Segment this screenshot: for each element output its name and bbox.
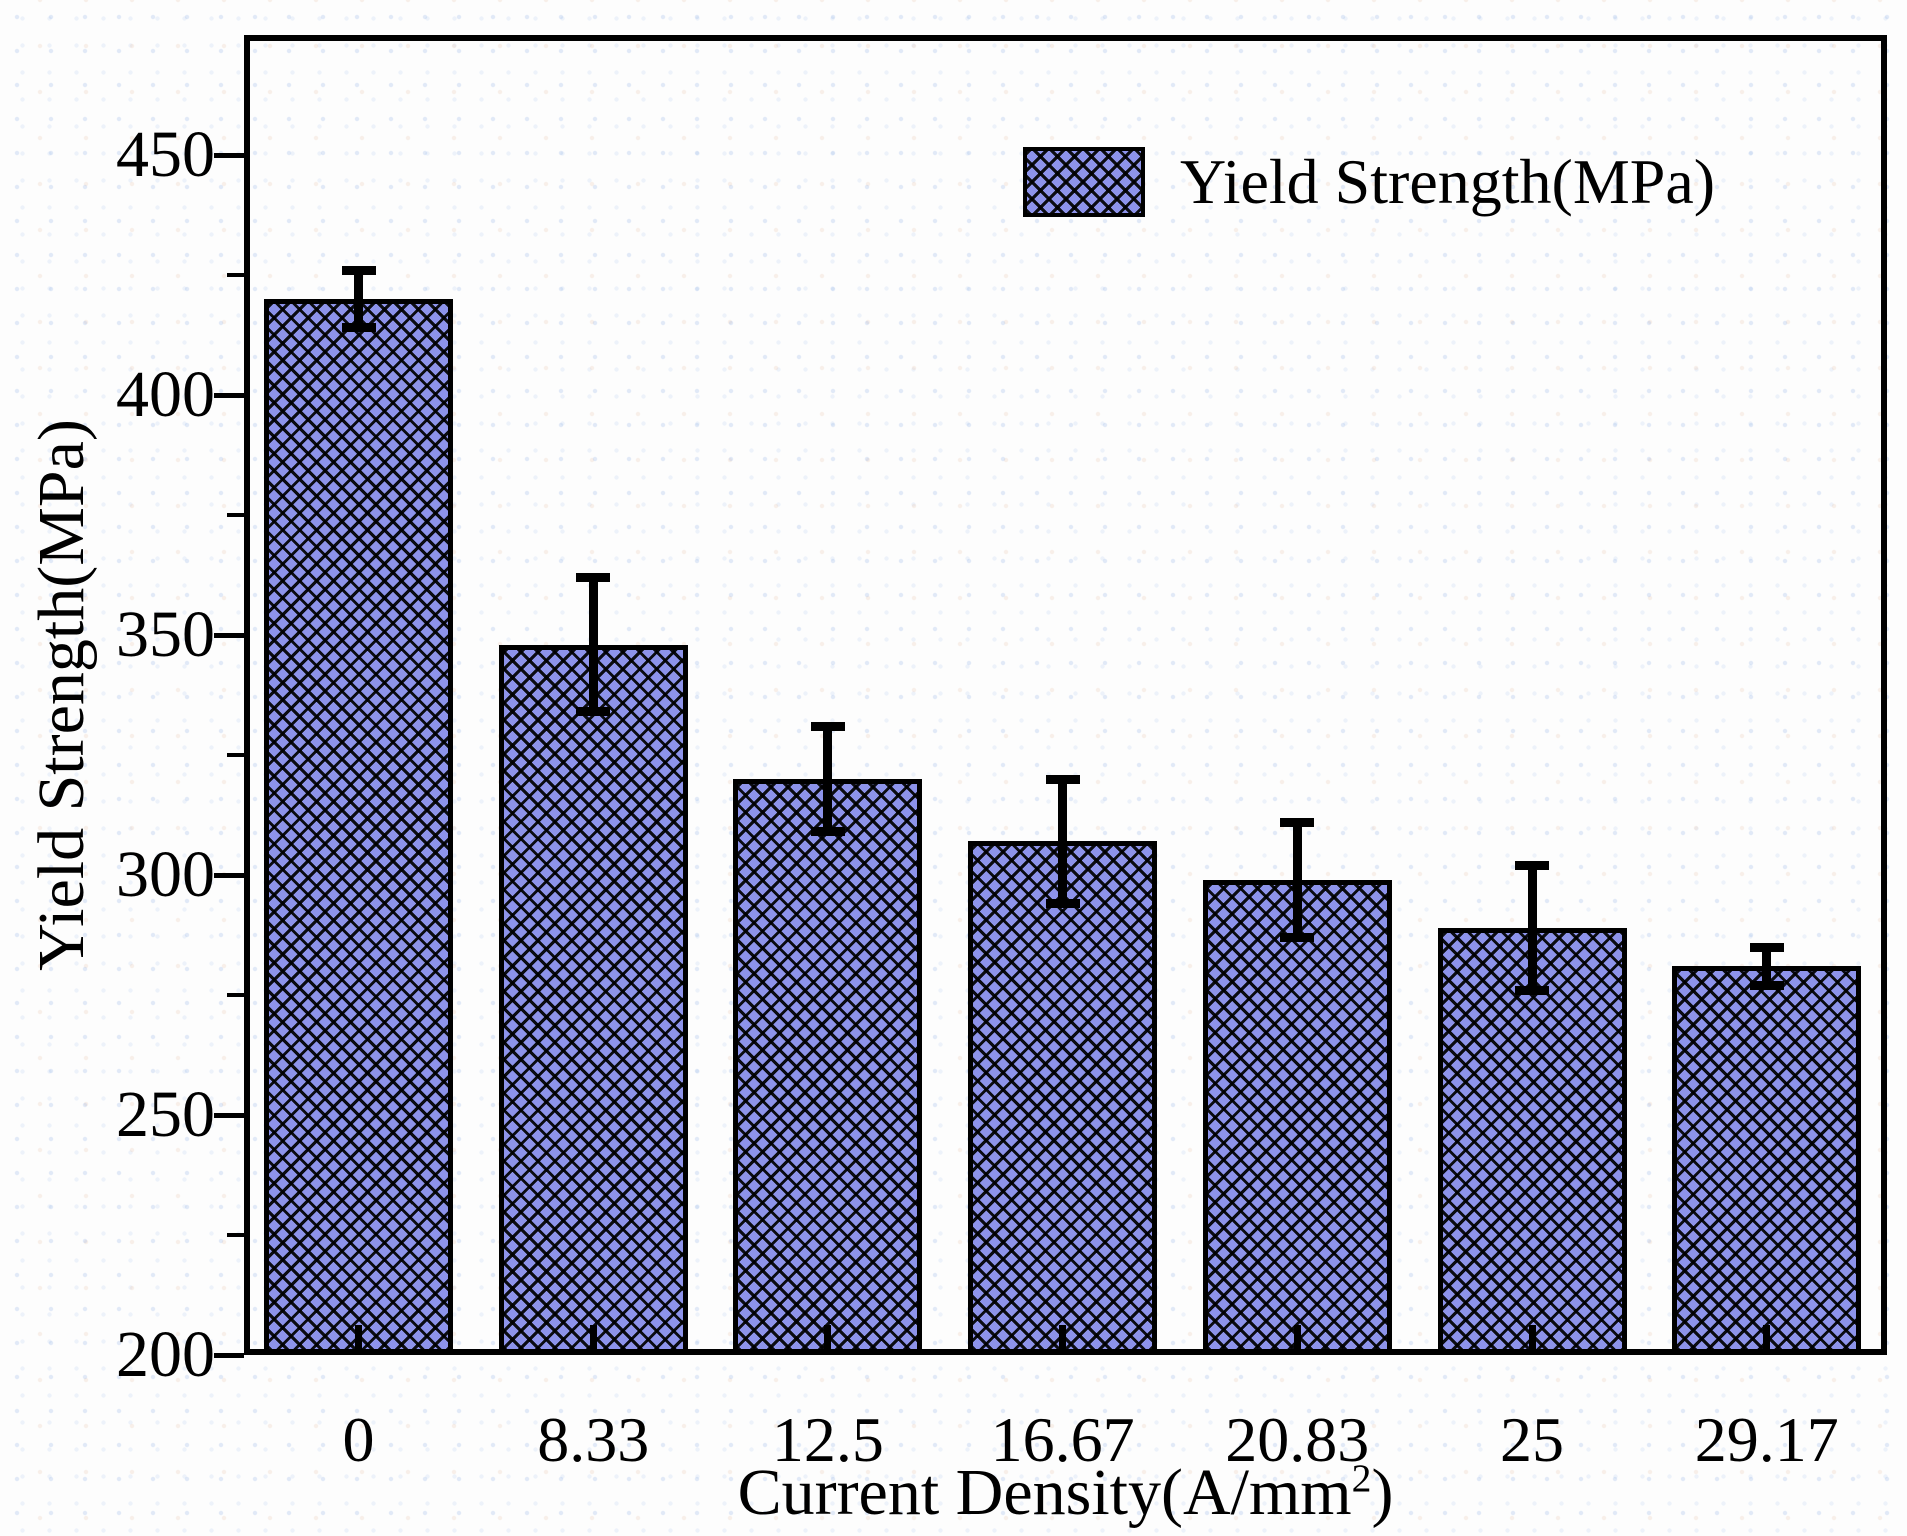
x-tick-12.5 bbox=[824, 1325, 832, 1349]
error-bar-line-25 bbox=[1527, 865, 1537, 991]
x-tick-16.67 bbox=[1059, 1325, 1067, 1349]
error-bar-cap-bottom-12.5 bbox=[810, 827, 845, 837]
error-bar-line-8.33 bbox=[588, 577, 598, 712]
error-bar-cap-bottom-25 bbox=[1515, 985, 1549, 995]
x-tick-label-8.33: 8.33 bbox=[537, 1404, 650, 1475]
y-minor-tick-375 bbox=[227, 513, 244, 517]
error-bar-cap-bottom-20.83 bbox=[1280, 932, 1315, 942]
error-bar-line-20.83 bbox=[1292, 822, 1302, 938]
y-major-tick-400 bbox=[214, 392, 244, 398]
y-major-tick-250 bbox=[214, 1112, 244, 1118]
y-minor-tick-425 bbox=[227, 273, 244, 277]
error-bar-line-12.5 bbox=[823, 726, 833, 832]
bar-0 bbox=[264, 299, 453, 1355]
error-bar-cap-bottom-16.67 bbox=[1045, 899, 1080, 909]
error-bar-cap-bottom-8.33 bbox=[576, 707, 611, 717]
error-bar-cap-top-29.17 bbox=[1749, 942, 1784, 952]
x-axis-title-main: Current Density(A/mm bbox=[737, 1456, 1352, 1529]
x-tick-label-12.5: 12.5 bbox=[771, 1404, 884, 1475]
y-major-tick-450 bbox=[214, 152, 244, 158]
x-tick-label-0: 0 bbox=[342, 1404, 375, 1475]
x-tick-8.33 bbox=[589, 1325, 597, 1349]
legend-label: Yield Strength(MPa) bbox=[1180, 146, 1716, 217]
y-minor-tick-225 bbox=[227, 1233, 244, 1237]
error-bar-cap-top-20.83 bbox=[1280, 817, 1315, 827]
x-axis-title: Current Density(A/mm2) bbox=[244, 1458, 1887, 1528]
y-major-tick-350 bbox=[214, 632, 244, 638]
error-bar-cap-top-8.33 bbox=[576, 572, 611, 582]
y-minor-tick-275 bbox=[227, 993, 244, 997]
x-axis-title-close-paren: ) bbox=[1371, 1456, 1394, 1529]
error-bar-cap-top-0 bbox=[341, 265, 376, 275]
bar-12.5 bbox=[733, 779, 923, 1355]
x-tick-label-29.17: 29.17 bbox=[1694, 1404, 1839, 1475]
y-axis-title: Yield Strength(MPa) bbox=[25, 419, 98, 971]
error-bar-cap-top-25 bbox=[1515, 860, 1549, 870]
y-minor-tick-325 bbox=[227, 753, 244, 757]
error-bar-line-16.67 bbox=[1058, 779, 1068, 904]
bar-16.67 bbox=[968, 841, 1158, 1355]
x-tick-25 bbox=[1528, 1325, 1536, 1349]
y-major-tick-300 bbox=[214, 872, 244, 878]
y-tick-label-200: 200 bbox=[116, 1318, 215, 1391]
bar-20.83 bbox=[1202, 879, 1392, 1355]
y-tick-label-300: 300 bbox=[116, 838, 215, 911]
y-tick-label-350: 350 bbox=[116, 598, 215, 671]
error-bar-cap-bottom-0 bbox=[341, 323, 376, 333]
x-tick-29.17 bbox=[1763, 1325, 1771, 1349]
x-tick-0 bbox=[355, 1325, 362, 1349]
bar-25 bbox=[1437, 927, 1627, 1355]
x-tick-label-25: 25 bbox=[1500, 1404, 1564, 1475]
error-bar-line-0 bbox=[354, 270, 363, 328]
error-bar-cap-bottom-29.17 bbox=[1749, 980, 1784, 990]
x-tick-20.83 bbox=[1293, 1325, 1301, 1349]
error-bar-line-29.17 bbox=[1762, 947, 1772, 986]
error-bar-cap-top-12.5 bbox=[810, 721, 845, 731]
bar-29.17 bbox=[1672, 966, 1862, 1355]
x-axis-title-superscript: 2 bbox=[1351, 1456, 1372, 1500]
bar-8.33 bbox=[498, 644, 688, 1355]
y-tick-label-400: 400 bbox=[116, 358, 215, 431]
y-tick-label-250: 250 bbox=[116, 1078, 215, 1151]
y-major-tick-200 bbox=[214, 1352, 244, 1358]
error-bar-cap-top-16.67 bbox=[1045, 774, 1080, 784]
legend-swatch-crosshatch bbox=[1023, 147, 1145, 217]
x-tick-label-16.67: 16.67 bbox=[990, 1404, 1135, 1475]
x-tick-label-20.83: 20.83 bbox=[1225, 1404, 1370, 1475]
y-tick-label-450: 450 bbox=[116, 118, 215, 191]
